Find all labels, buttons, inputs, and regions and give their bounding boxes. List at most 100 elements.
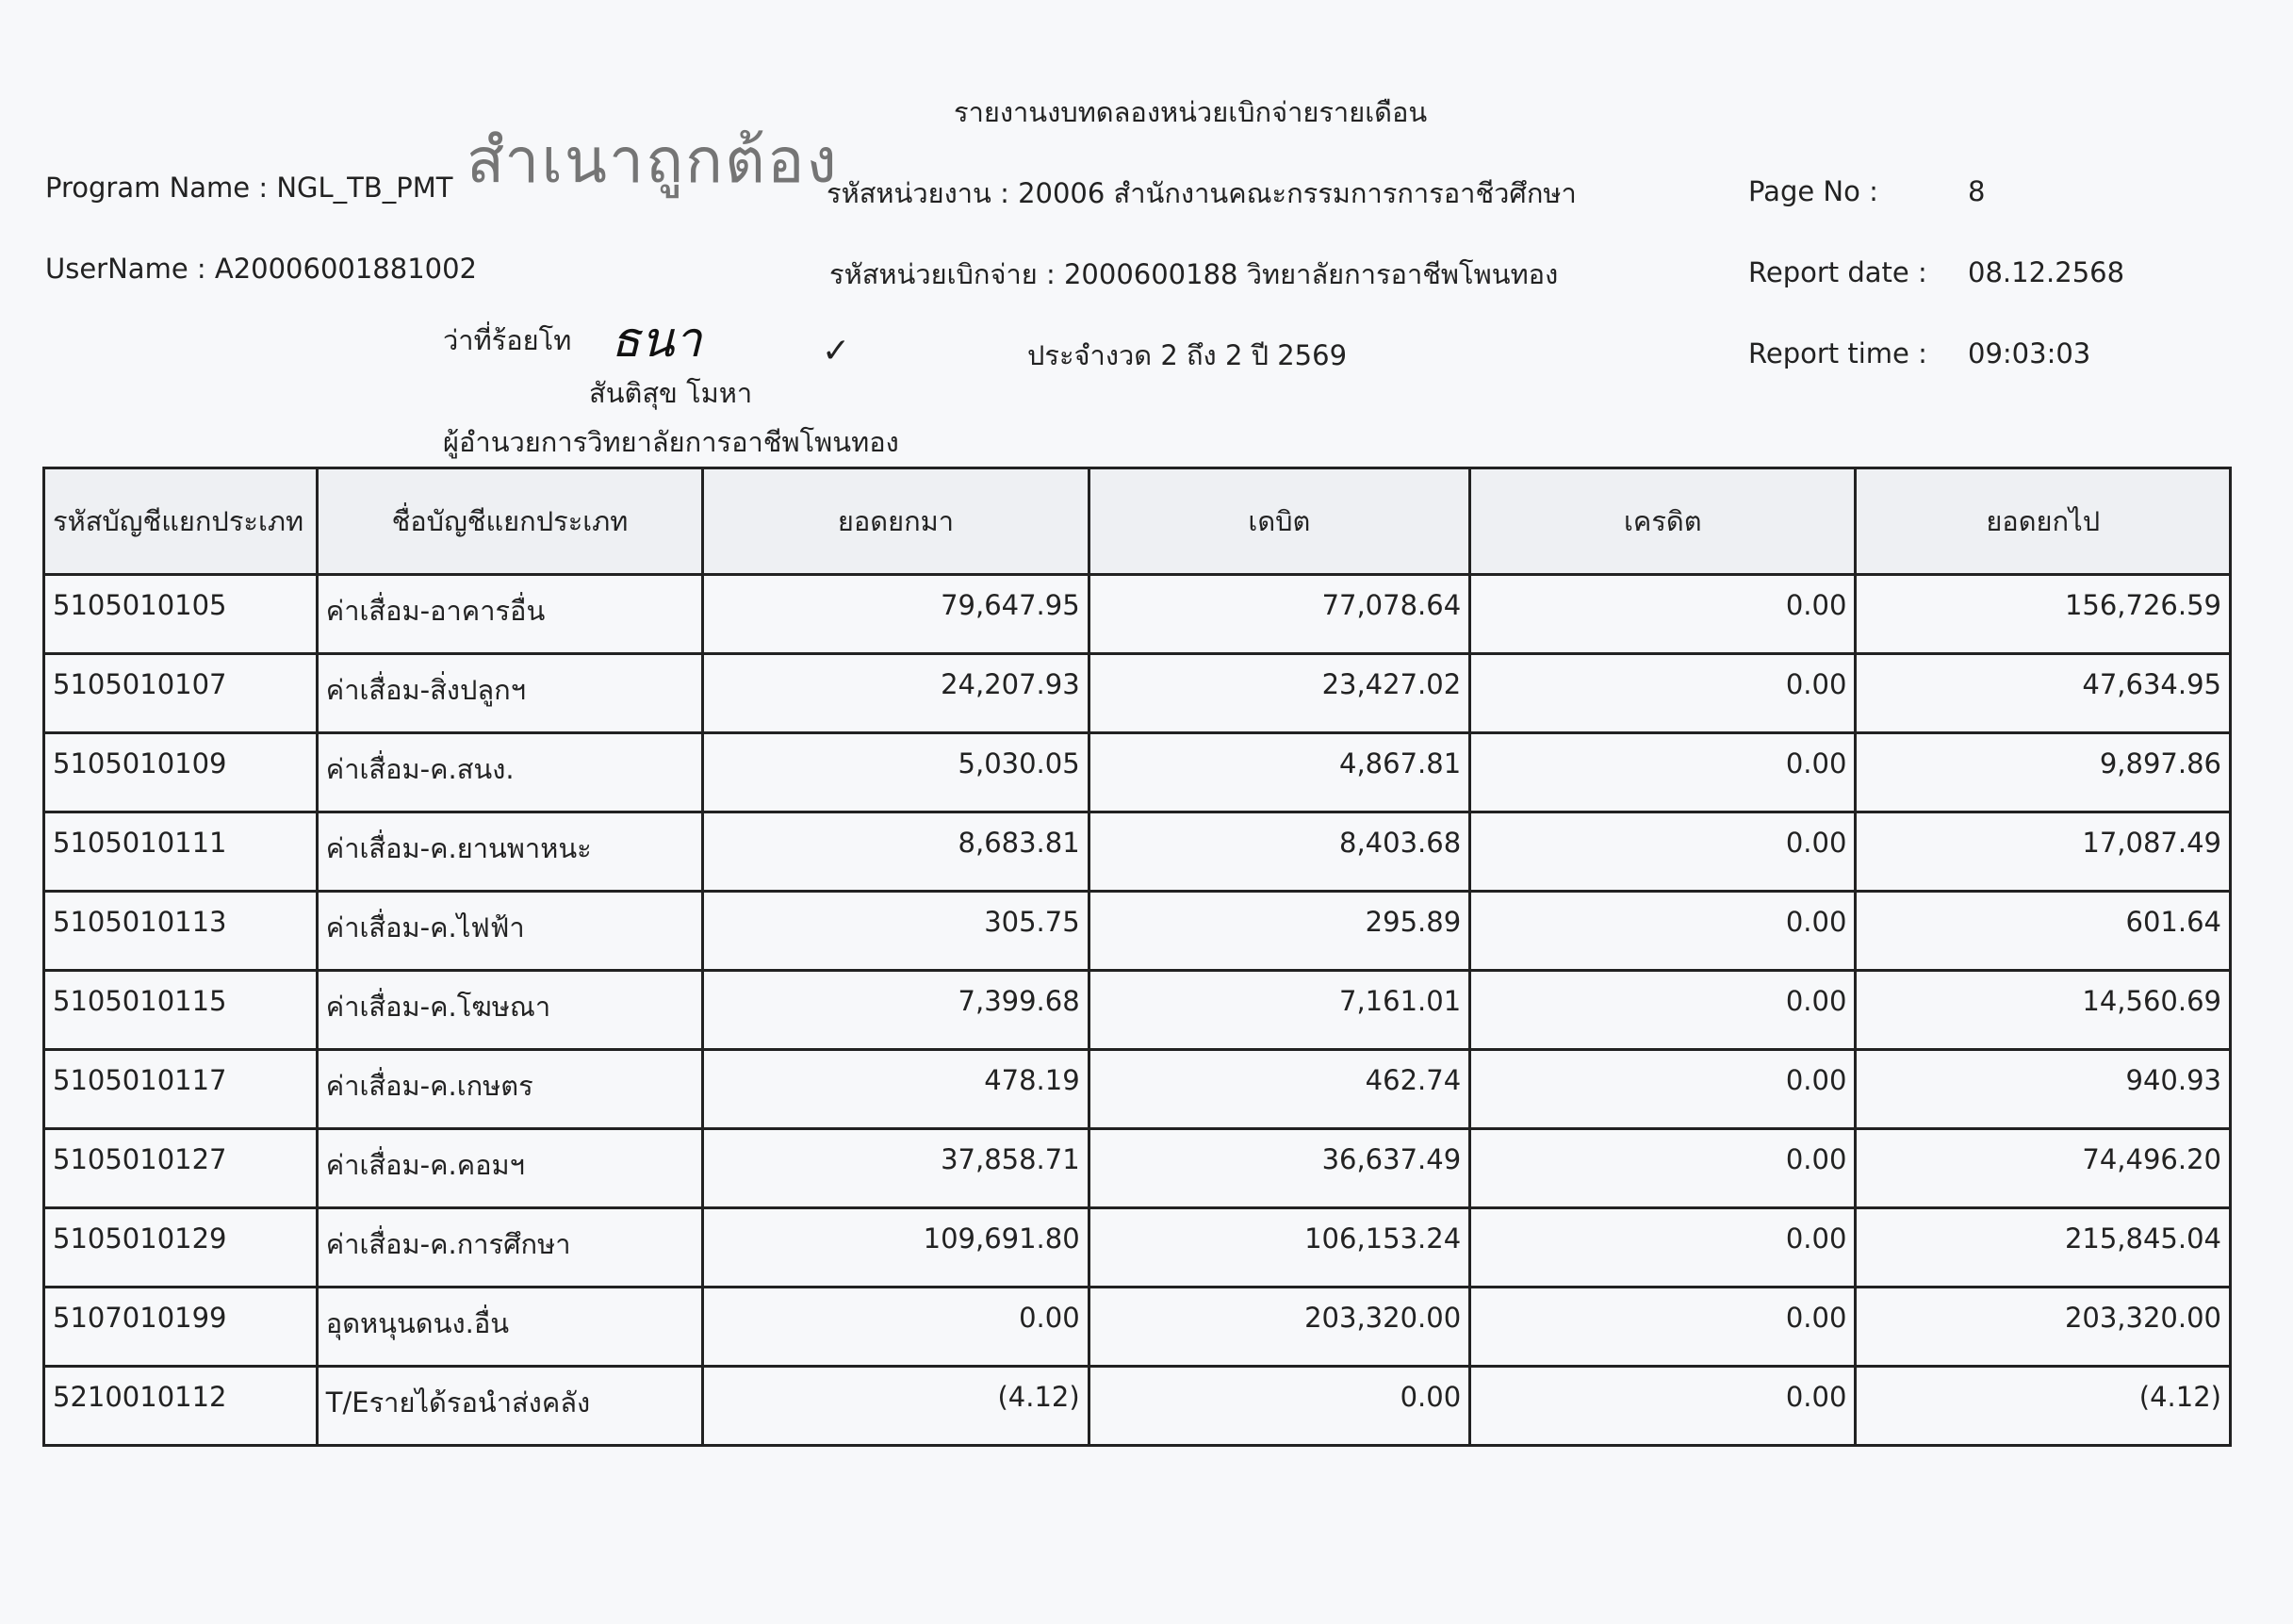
credit: 0.00 (1468, 1286, 1858, 1368)
table-row: 5105010105 ค่าเสื่อม-อาคารอื่น 79,647.95 77… (42, 573, 2232, 655)
opening-balance: 5,030.05 (701, 731, 1090, 813)
account-code: 5105010115 (42, 969, 319, 1051)
account-code: 5105010105 (42, 573, 319, 655)
table-row: 5105010129 ค่าเสื่อม-ค.การศึกษา 109,691.80… (42, 1206, 2232, 1288)
credit: 0.00 (1468, 1127, 1858, 1209)
debit: 7,161.01 (1087, 969, 1472, 1051)
closing-balance: 940.93 (1854, 1048, 2232, 1130)
credit: 0.00 (1468, 1206, 1858, 1288)
table-row: 5210010112 T/Eรายได้รอนำส่งคลัง (4.12) 0.00… (42, 1365, 2232, 1447)
signer-position: ผู้อำนวยการวิทยาลัยการอาชีพโพนทอง (443, 426, 899, 458)
account-name: ค่าเสื่อม-ค.การศึกษา (315, 1206, 705, 1288)
table-row: 5105010109 ค่าเสื่อม-ค.สนง. 5,030.05 4,867.… (42, 731, 2232, 813)
disbursing-unit: รหัสหน่วยเบิกจ่าย : 2000600188 วิทยาลัยก… (829, 258, 1559, 290)
closing-balance: 9,897.86 (1854, 731, 2232, 813)
table-row: 5105010113 ค่าเสื่อม-ค.ไฟฟ้า 305.75 295.89 0… (42, 890, 2232, 972)
page-no: 8 (1968, 175, 1986, 207)
account-name: ค่าเสื่อม-ค.เกษตร (315, 1048, 705, 1130)
report-time: 09:03:03 (1968, 337, 2091, 369)
account-name: T/Eรายได้รอนำส่งคลัง (315, 1365, 705, 1447)
report-date-label: Report date : (1748, 256, 1927, 288)
debit: 23,427.02 (1087, 652, 1472, 734)
debit: 77,078.64 (1087, 573, 1472, 655)
credit: 0.00 (1468, 731, 1858, 813)
closing-balance: 601.64 (1854, 890, 2232, 972)
debit: 203,320.00 (1087, 1286, 1472, 1368)
credit: 0.00 (1468, 969, 1858, 1051)
account-name: ค่าเสื่อม-ค.โฆษณา (315, 969, 705, 1051)
credit: 0.00 (1468, 890, 1858, 972)
credit: 0.00 (1468, 1048, 1858, 1130)
account-name: ค่าเสื่อม-ค.ยานพาหนะ (315, 811, 705, 893)
column-header: ยอดยกไป (1854, 467, 2232, 576)
column-header: ชื่อบัญชีแยกประเภท (315, 467, 705, 576)
opening-balance: 37,858.71 (701, 1127, 1090, 1209)
account-code: 5105010117 (42, 1048, 319, 1130)
account-name: ค่าเสื่อม-ค.ไฟฟ้า (315, 890, 705, 972)
report-time-label: Report time : (1748, 337, 1927, 369)
closing-balance: 215,845.04 (1854, 1206, 2232, 1288)
closing-balance: 14,560.69 (1854, 969, 2232, 1051)
table-row: 5105010117 ค่าเสื่อม-ค.เกษตร 478.19 462.74 0… (42, 1048, 2232, 1130)
opening-balance: 79,647.95 (701, 573, 1090, 655)
check-mark-icon: ✓ (822, 332, 851, 370)
opening-balance: 305.75 (701, 890, 1090, 972)
opening-balance: 478.19 (701, 1048, 1090, 1130)
closing-balance: 74,496.20 (1854, 1127, 2232, 1209)
closing-balance: (4.12) (1854, 1365, 2232, 1447)
table-row: 5107010199 อุดหนุนดนง.อื่น 0.00 203,320.00 0… (42, 1286, 2232, 1368)
report-date: 08.12.2568 (1968, 256, 2125, 288)
closing-balance: 17,087.49 (1854, 811, 2232, 893)
credit: 0.00 (1468, 811, 1858, 893)
debit: 295.89 (1087, 890, 1472, 972)
account-code: 5210010112 (42, 1365, 319, 1447)
closing-balance: 47,634.95 (1854, 652, 2232, 734)
account-name: ค่าเสื่อม-อาคารอื่น (315, 573, 705, 655)
signer-name: สันติสุข โมหา (589, 377, 753, 409)
account-code: 5105010113 (42, 890, 319, 972)
opening-balance: 24,207.93 (701, 652, 1090, 734)
table-row: 5105010111 ค่าเสื่อม-ค.ยานพาหนะ 8,683.81 8,… (42, 811, 2232, 893)
closing-balance: 156,726.59 (1854, 573, 2232, 655)
account-name: ค่าเสื่อม-สิ่งปลูกฯ (315, 652, 705, 734)
account-code: 5105010111 (42, 811, 319, 893)
debit: 0.00 (1087, 1365, 1472, 1447)
opening-balance: 0.00 (701, 1286, 1090, 1368)
account-code: 5105010129 (42, 1206, 319, 1288)
program-name: Program Name : NGL_TB_PMT (45, 172, 453, 204)
opening-balance: 7,399.68 (701, 969, 1090, 1051)
table-row: 5105010115 ค่าเสื่อม-ค.โฆษณา 7,399.68 7,161… (42, 969, 2232, 1051)
debit: 106,153.24 (1087, 1206, 1472, 1288)
debit: 8,403.68 (1087, 811, 1472, 893)
closing-balance: 203,320.00 (1854, 1286, 2232, 1368)
account-name: ค่าเสื่อม-ค.สนง. (315, 731, 705, 813)
column-header: ยอดยกมา (701, 467, 1090, 576)
signature: ธนา (611, 312, 702, 369)
credit: 0.00 (1468, 1365, 1858, 1447)
column-header: เครดิต (1468, 467, 1858, 576)
debit: 462.74 (1087, 1048, 1472, 1130)
account-code: 5105010107 (42, 652, 319, 734)
opening-balance: 109,691.80 (701, 1206, 1090, 1288)
trial-balance-table: รหัสบัญชีแยกประเภท ชื่อบัญชีแยกประเภท ยอดย… (42, 467, 2232, 1447)
opening-balance: (4.12) (701, 1365, 1090, 1447)
table-row: 5105010107 ค่าเสื่อม-สิ่งปลูกฯ 24,207.93 23… (42, 652, 2232, 734)
table-row: 5105010127 ค่าเสื่อม-ค.คอมฯ 37,858.71 36,63… (42, 1127, 2232, 1209)
report-title: รายงานงบทดลองหน่วยเบิกจ่ายรายเดือน (954, 96, 1428, 128)
account-code: 5105010127 (42, 1127, 319, 1209)
period: ประจำงวด 2 ถึง 2 ปี 2569 (1027, 339, 1348, 371)
account-name: ค่าเสื่อม-ค.คอมฯ (315, 1127, 705, 1209)
account-code: 5107010199 (42, 1286, 319, 1368)
certified-copy-stamp: สำเนาถูกต้อง (467, 124, 839, 197)
debit: 36,637.49 (1087, 1127, 1472, 1209)
account-code: 5105010109 (42, 731, 319, 813)
opening-balance: 8,683.81 (701, 811, 1090, 893)
page-no-label: Page No : (1748, 175, 1878, 207)
user-name: UserName : A20006001881002 (45, 253, 478, 285)
agency-code: รหัสหน่วยงาน : 20006 สำนักงานคณะกรรมการก… (827, 177, 1577, 209)
account-name: อุดหนุนดนง.อื่น (315, 1286, 705, 1368)
credit: 0.00 (1468, 652, 1858, 734)
column-header: เดบิต (1087, 467, 1472, 576)
column-header: รหัสบัญชีแยกประเภท (42, 467, 319, 576)
credit: 0.00 (1468, 573, 1858, 655)
